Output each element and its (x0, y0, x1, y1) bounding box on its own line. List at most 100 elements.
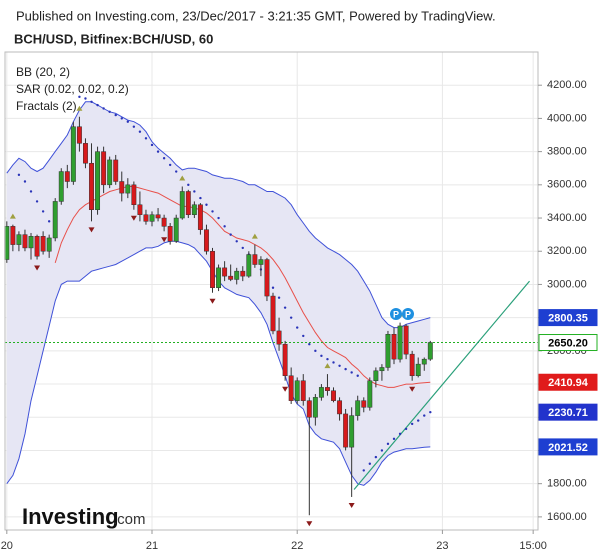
fractal-up (179, 175, 186, 181)
candle-body (113, 159, 119, 182)
candle-body (76, 126, 82, 144)
candle-body (16, 234, 22, 245)
sar-dot (175, 170, 178, 173)
plot-frame (4, 51, 539, 531)
candle-body (210, 250, 215, 289)
candle-body (240, 270, 246, 277)
fractal-up (9, 213, 16, 219)
candle-body (379, 367, 385, 372)
sar-dot (211, 210, 214, 213)
sar-dot (162, 157, 166, 160)
sar-dot (283, 306, 287, 309)
candle-body (276, 330, 282, 345)
sar-dot (314, 349, 317, 353)
sar-dot (217, 216, 220, 220)
sar-dot (132, 125, 136, 128)
sar-dot (410, 422, 414, 426)
price-tag-label: 2230.71 (548, 407, 588, 419)
fractal-down (34, 265, 41, 271)
sar-dot (150, 143, 154, 147)
candle-body (264, 259, 270, 297)
x-tick-label: 20 (1, 540, 13, 552)
sar-dot (380, 449, 384, 452)
fractal-up (324, 363, 331, 369)
candle-body (131, 184, 137, 205)
sar-dot (84, 97, 87, 100)
sar-dot (168, 163, 172, 167)
sar-dot (271, 286, 275, 289)
candle-body (40, 236, 46, 252)
sar-dot (187, 183, 190, 187)
candle-body (34, 236, 40, 257)
candle-body (325, 387, 330, 391)
marker-label: P (393, 309, 399, 319)
sar-dot (156, 150, 160, 153)
band-upper (6, 101, 431, 329)
sar-dot (362, 469, 365, 472)
candle-body (95, 151, 101, 210)
fractal-up (76, 105, 83, 111)
candle-body (391, 334, 397, 360)
x-tick-label: 22 (291, 540, 303, 552)
candle-body (361, 400, 367, 408)
chart-title: BCH/USD, Bitfinex:BCH/USD, 60 (14, 31, 213, 46)
candle-body (89, 162, 94, 210)
sar-dot (332, 361, 335, 364)
candle-body (415, 363, 421, 377)
y-tick-label: 1600.00 (547, 511, 587, 523)
price-tag-label: 2650.20 (548, 337, 588, 349)
sar-dot (199, 196, 202, 200)
fractal-down (161, 237, 168, 243)
fractal-down (348, 502, 355, 508)
candle-body (373, 370, 379, 381)
source-note: Published on Investing.com, 23/Dec/2017 … (16, 8, 496, 23)
candle-body (246, 254, 252, 277)
sar-dot (326, 357, 329, 361)
candle-body (10, 226, 16, 245)
sar-dot (392, 437, 396, 441)
fractal-down (282, 386, 289, 392)
candle-body (349, 415, 355, 448)
price-tag-label: 2021.52 (548, 442, 588, 454)
legend-entry: Fractals (2) (16, 99, 77, 113)
candle-body (427, 342, 433, 360)
sar-dot (423, 414, 426, 417)
sar-dot (102, 107, 105, 110)
price-tag (538, 438, 598, 456)
candle-body (421, 358, 427, 365)
candle-body (185, 191, 191, 215)
sar-dot (120, 117, 123, 120)
sar-dot (108, 110, 111, 113)
candle-body (288, 375, 294, 401)
sar-dot (344, 367, 347, 371)
logo-suffix: .com (113, 511, 146, 528)
sar-dot (296, 326, 299, 329)
sar-dot (320, 354, 323, 358)
sar-dot (404, 427, 408, 431)
candle-body (222, 267, 228, 277)
sar-dot (90, 100, 93, 104)
candle-body (83, 143, 88, 164)
candle-body (252, 254, 258, 265)
sar-dot (374, 455, 378, 459)
trendline (353, 280, 530, 490)
sar-dot (302, 334, 305, 338)
legend-entry: SAR (0.02, 0.02, 0.2) (16, 82, 129, 96)
price-tag-label: 2800.35 (548, 312, 588, 324)
marker-badge (390, 308, 402, 320)
candle-body (197, 204, 203, 230)
candle-body (403, 325, 409, 355)
sar-dot (78, 95, 81, 99)
candle-body (22, 234, 28, 249)
candle-body (331, 390, 336, 401)
sar-dot (429, 410, 432, 414)
candle-body (58, 171, 64, 202)
candle-body (191, 204, 197, 215)
fractal-down (209, 298, 216, 304)
y-tick-label: 3000.00 (547, 278, 587, 290)
candle-body (149, 214, 155, 222)
legend-entry: BB (20, 2) (16, 65, 70, 79)
candle-body (306, 400, 312, 418)
sar-dot (241, 246, 244, 250)
